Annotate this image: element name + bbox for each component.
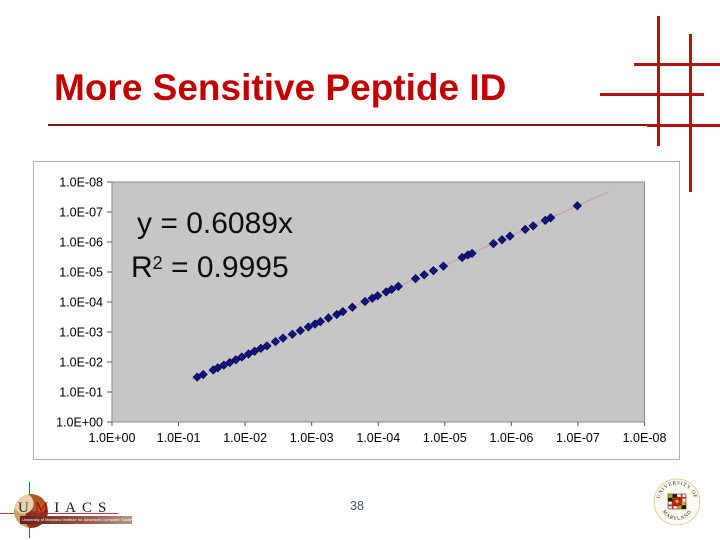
maryland-shield-icon [667, 493, 687, 510]
r-squared-rest: = 0.9995 [162, 251, 289, 284]
y-axis-tick-label: 1.0E-08 [59, 176, 103, 190]
title-underline [48, 124, 652, 126]
y-axis-tick-label: 1.0E+00 [56, 416, 103, 430]
data-point [438, 261, 449, 271]
data-point [287, 329, 298, 339]
data-point [488, 238, 499, 249]
data-point [270, 337, 281, 347]
data-point [278, 333, 288, 343]
data-point [497, 235, 507, 245]
umiacs-crosshair-horizontal [0, 512, 118, 514]
r-squared-exponent: 2 [152, 253, 163, 273]
x-axis-tick-label: 1.0E-06 [489, 431, 533, 445]
data-point [323, 313, 334, 323]
y-axis-tick-label: 1.0E-02 [59, 356, 103, 370]
decor-horizontal-line-3 [647, 124, 720, 127]
y-axis-tick-label: 1.0E-06 [59, 236, 103, 250]
r-squared-prefix: R [131, 251, 153, 284]
x-axis-tick-label: 1.0E-03 [290, 431, 334, 445]
data-point [386, 284, 397, 295]
data-point [419, 270, 429, 280]
y-axis-tick-label: 1.0E-05 [59, 266, 103, 280]
x-axis-tick-label: 1.0E-04 [356, 431, 400, 445]
data-point [467, 248, 477, 259]
umiacs-tagline: University of Maryland Institute for Adv… [20, 516, 132, 524]
data-point [546, 213, 556, 223]
umiacs-letter-m: M [34, 500, 55, 516]
y-axis-tick-label: 1.0E-04 [59, 296, 103, 310]
slide-title: More Sensitive Peptide ID [54, 66, 507, 108]
decor-vertical-line-2 [689, 34, 692, 192]
data-point [505, 231, 515, 241]
data-point [295, 326, 305, 336]
data-point [338, 307, 348, 317]
r-squared-value: R2 = 0.9995 [131, 251, 289, 285]
decor-horizontal-line-2 [600, 93, 704, 96]
umiacs-letter-u: U [18, 500, 35, 516]
data-point [237, 352, 247, 362]
data-point [393, 281, 403, 291]
data-point [332, 309, 342, 320]
data-point [520, 224, 530, 235]
umiacs-wordmark: UMIACS [18, 500, 112, 517]
university-of-maryland-seal-icon: UNIVERSITY OF MARYLAND [653, 478, 701, 526]
data-point [315, 316, 326, 327]
data-point [347, 302, 357, 312]
data-point [198, 369, 208, 380]
data-point [360, 296, 370, 307]
data-point [303, 322, 314, 332]
decor-vertical-line-1 [657, 16, 660, 146]
data-point [428, 266, 439, 276]
x-axis-tick-label: 1.0E-01 [157, 431, 201, 445]
x-axis-tick-label: 1.0E-02 [223, 431, 267, 445]
data-point [528, 221, 538, 231]
umiacs-logo: UMIACS University of Maryland Institute … [0, 478, 170, 540]
data-point [572, 201, 582, 211]
x-axis-tick-label: 1.0E-07 [556, 431, 600, 445]
x-axis-tick-label: 1.0E+00 [89, 431, 136, 445]
umiacs-letters-iacs: IACS [54, 500, 113, 516]
data-point [373, 291, 383, 301]
data-point [249, 346, 260, 356]
data-point [410, 274, 421, 284]
data-point [262, 341, 272, 351]
y-axis-tick-label: 1.0E-07 [59, 206, 103, 220]
decor-horizontal-line-1 [634, 63, 720, 66]
trendline-equation: y = 0.6089x [137, 207, 293, 240]
page-number: 38 [350, 499, 364, 513]
x-axis-tick-label: 1.0E-08 [623, 431, 667, 445]
x-axis-tick-label: 1.0E-05 [423, 431, 467, 445]
y-axis-tick-label: 1.0E-01 [59, 386, 103, 400]
y-axis-tick-label: 1.0E-03 [59, 326, 103, 340]
